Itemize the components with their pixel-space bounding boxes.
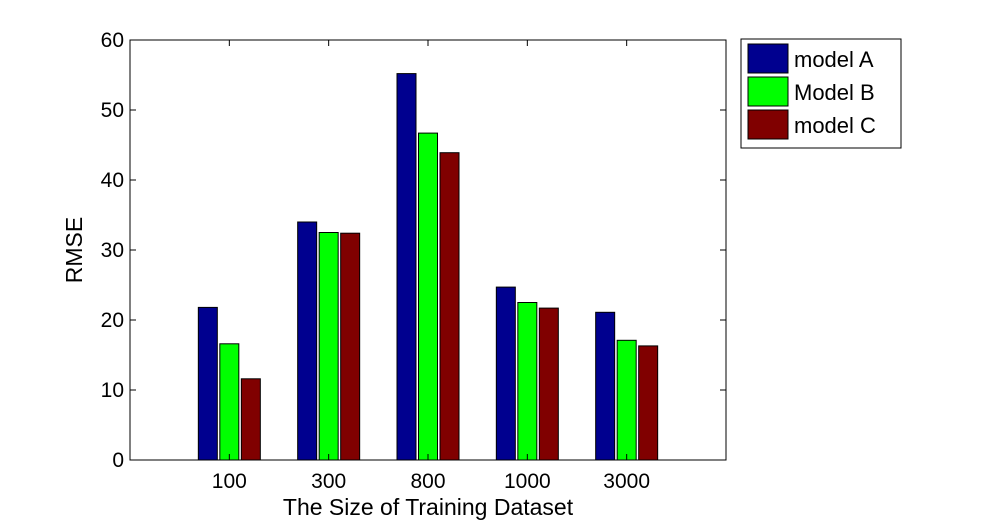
y-tick-labels: 0 10 20 30 40 50 60 bbox=[101, 29, 124, 472]
bar-model-c-3000 bbox=[638, 345, 659, 461]
bar-model-b-1000 bbox=[517, 302, 538, 461]
y-tick-label: 50 bbox=[101, 99, 124, 122]
legend-label: model C bbox=[794, 113, 876, 138]
bars-group bbox=[197, 73, 659, 461]
y-tick-label: 30 bbox=[101, 239, 124, 262]
x-tick-label: 100 bbox=[212, 470, 247, 493]
y-axis-title: RMSE bbox=[61, 217, 87, 283]
bar-model-c-800 bbox=[439, 152, 460, 461]
bar-model-a-3000 bbox=[595, 311, 616, 461]
y-tick-label: 40 bbox=[101, 169, 124, 192]
legend-label: Model B bbox=[794, 80, 875, 105]
legend-swatch-model-c bbox=[747, 109, 789, 140]
legend-label: model A bbox=[794, 47, 874, 72]
bar-model-b-100 bbox=[219, 343, 240, 461]
axis-ticks-group bbox=[130, 39, 726, 461]
bar-model-b-3000 bbox=[616, 339, 637, 461]
x-tick-label: 3000 bbox=[603, 470, 650, 493]
x-tick-label: 800 bbox=[410, 470, 445, 493]
y-tick-label: 0 bbox=[112, 449, 124, 472]
bar-model-b-800 bbox=[418, 132, 438, 461]
x-tick-label: 1000 bbox=[504, 470, 551, 493]
y-tick-label: 20 bbox=[101, 309, 124, 332]
x-tick-label: 300 bbox=[311, 470, 346, 493]
x-tick-labels: 100 300 800 1000 3000 bbox=[212, 470, 650, 493]
bar-model-a-800 bbox=[396, 73, 417, 461]
bar-model-a-1000 bbox=[495, 286, 516, 461]
bar-model-c-1000 bbox=[538, 307, 559, 461]
bar-model-a-100 bbox=[197, 306, 218, 461]
legend-swatch-model-b bbox=[747, 76, 789, 107]
legend: model A Model B model C bbox=[740, 38, 902, 149]
bar-model-c-100 bbox=[240, 378, 261, 461]
bar-model-c-300 bbox=[340, 232, 361, 461]
y-tick-label: 10 bbox=[101, 379, 124, 402]
bar-model-a-300 bbox=[297, 221, 318, 461]
y-tick-label: 60 bbox=[101, 29, 124, 52]
x-axis-title: The Size of Training Dataset bbox=[283, 494, 574, 520]
bar-model-b-300 bbox=[318, 232, 339, 461]
legend-swatch-model-a bbox=[747, 43, 789, 74]
